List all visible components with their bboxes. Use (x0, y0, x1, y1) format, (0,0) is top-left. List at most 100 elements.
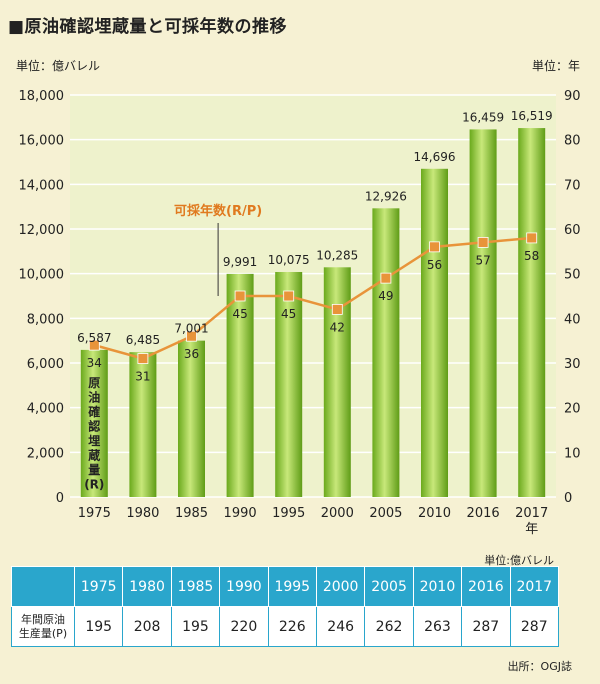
row-label-line1: 年間原油 (21, 612, 65, 626)
bar-value-label: 6,587 (77, 331, 111, 345)
table-cell: 195 (73, 606, 124, 647)
line-value-label: 34 (87, 356, 102, 370)
page-title: ■原油確認埋蔵量と可採年数の推移 (8, 17, 288, 37)
y-left-tick-label: 16,000 (19, 134, 65, 149)
bar (178, 340, 205, 497)
table-year-header: 2010 (412, 566, 463, 607)
x-tick-label: 1995 (272, 506, 305, 521)
table-year-header: 2000 (315, 566, 366, 607)
y-left-tick-label: 14,000 (19, 178, 65, 193)
source-note: 出所：OGJ誌 (507, 660, 572, 673)
y-right-tick-label: 40 (564, 312, 581, 327)
bar (469, 129, 497, 498)
table-year-header: 2005 (364, 566, 414, 607)
bar (421, 168, 448, 497)
right-axis-unit: 単位：年 (531, 59, 580, 73)
table-year-header: 1980 (122, 566, 172, 607)
table-cell: 262 (364, 606, 414, 647)
bar-series-label-char: 蔵 (88, 448, 100, 463)
x-tick-label: 1985 (175, 506, 208, 521)
y-left-tick-label: 6,000 (27, 357, 64, 372)
bar-series-label-char: 確 (88, 404, 100, 419)
table-unit: 単位:億バレル (484, 554, 554, 567)
y-right-tick-label: 90 (564, 89, 581, 104)
line-point (331, 303, 343, 315)
table-cell: 287 (461, 606, 511, 647)
table-row-label: 年間原油 生産量(P) (11, 606, 75, 647)
y-left-tick-label: 0 (56, 491, 64, 506)
table-year-header: 1975 (73, 566, 124, 607)
y-right-tick-label: 70 (564, 178, 581, 193)
x-tick-label: 2010 (418, 506, 451, 521)
table-cell: 246 (315, 606, 366, 647)
y-left-tick-label: 8,000 (27, 312, 64, 327)
y-right-tick-label: 30 (564, 357, 581, 372)
table-year-header: 1995 (267, 566, 317, 607)
table-cell: 263 (412, 606, 463, 647)
y-left-tick-label: 18,000 (19, 89, 65, 104)
line-point (283, 290, 295, 302)
y-right-tick-label: 60 (564, 223, 581, 238)
y-right-tick-label: 0 (564, 491, 572, 506)
y-left-tick-label: 4,000 (27, 402, 64, 417)
rp-line (93, 236, 532, 360)
y-right-tick-label: 20 (564, 402, 581, 417)
bar (323, 267, 351, 497)
x-tick-label: 2000 (321, 506, 354, 521)
y-left-tick-label: 2,000 (27, 446, 64, 461)
table-cell: 226 (267, 606, 317, 647)
bar (129, 352, 157, 497)
bar (80, 349, 108, 497)
bar-value-label: 10,075 (268, 253, 310, 267)
bar-value-label: 12,926 (365, 189, 407, 203)
line-point (429, 241, 440, 253)
table-year-header: 1985 (170, 566, 221, 607)
bar-value-label: 16,459 (462, 110, 504, 124)
table-header-row: 1975 1980 1985 1990 1995 2000 2005 2010 2016 2017 (11, 566, 560, 607)
line-value-label: 42 (330, 320, 345, 334)
line-point (137, 353, 149, 364)
y-right-tick-label: 10 (564, 446, 581, 461)
line-value-label: 57 (475, 253, 490, 267)
bar-series-label-char: 埋 (88, 433, 100, 448)
line-point (234, 290, 246, 302)
x-tick-label: 1975 (78, 506, 111, 521)
line-value-label: 31 (135, 370, 150, 384)
bar-value-label: 7,001 (174, 322, 208, 336)
line-value-label: 56 (427, 258, 442, 272)
x-tick-label: 1980 (126, 506, 159, 521)
y-right-tick-label: 50 (564, 268, 581, 283)
line-annotation: 可採年数(R/P) (174, 203, 262, 219)
bar-value-label: 10,285 (316, 248, 358, 262)
left-axis-unit: 単位：億バレル (16, 59, 101, 73)
bar-series-label-char: 油 (88, 390, 100, 405)
table-cell: 220 (219, 606, 269, 647)
table-cell: 208 (122, 606, 172, 647)
line-value-label: 45 (232, 307, 247, 321)
x-tick-label: 2005 (369, 506, 402, 521)
bar-series-label-char: 原 (88, 376, 100, 390)
table-corner (11, 566, 75, 607)
bar-value-label: 6,485 (126, 333, 160, 347)
line-value-label: 58 (524, 249, 539, 263)
bar (275, 271, 303, 497)
bar (372, 208, 400, 497)
x-axis-suffix: 年 (525, 522, 538, 537)
line-value-label: 49 (378, 289, 393, 303)
x-tick-label: 1990 (224, 506, 257, 521)
line-point (477, 236, 489, 248)
x-tick-label: 2017 (515, 506, 548, 521)
line-point (88, 339, 100, 351)
table-cell: 287 (509, 606, 560, 647)
reserves-chart: 6,587 6,485 7,001 9,991 10,075 10,285 12,926 14… (19, 89, 581, 537)
y-left-tick-label: 10,000 (19, 268, 65, 283)
bar (226, 273, 254, 497)
y-left-tick-label: 12,000 (19, 223, 65, 238)
bar-series-label-char: 量 (88, 463, 100, 477)
line-point (526, 232, 538, 244)
y-right-tick-label: 80 (564, 134, 581, 149)
table-year-header: 1990 (219, 566, 269, 607)
bar-series-label-char: 認 (88, 419, 100, 434)
bar-value-label: 16,519 (511, 109, 553, 123)
production-table: 1975 1980 1985 1990 1995 2000 2005 2010 2016 2017… (11, 566, 560, 647)
